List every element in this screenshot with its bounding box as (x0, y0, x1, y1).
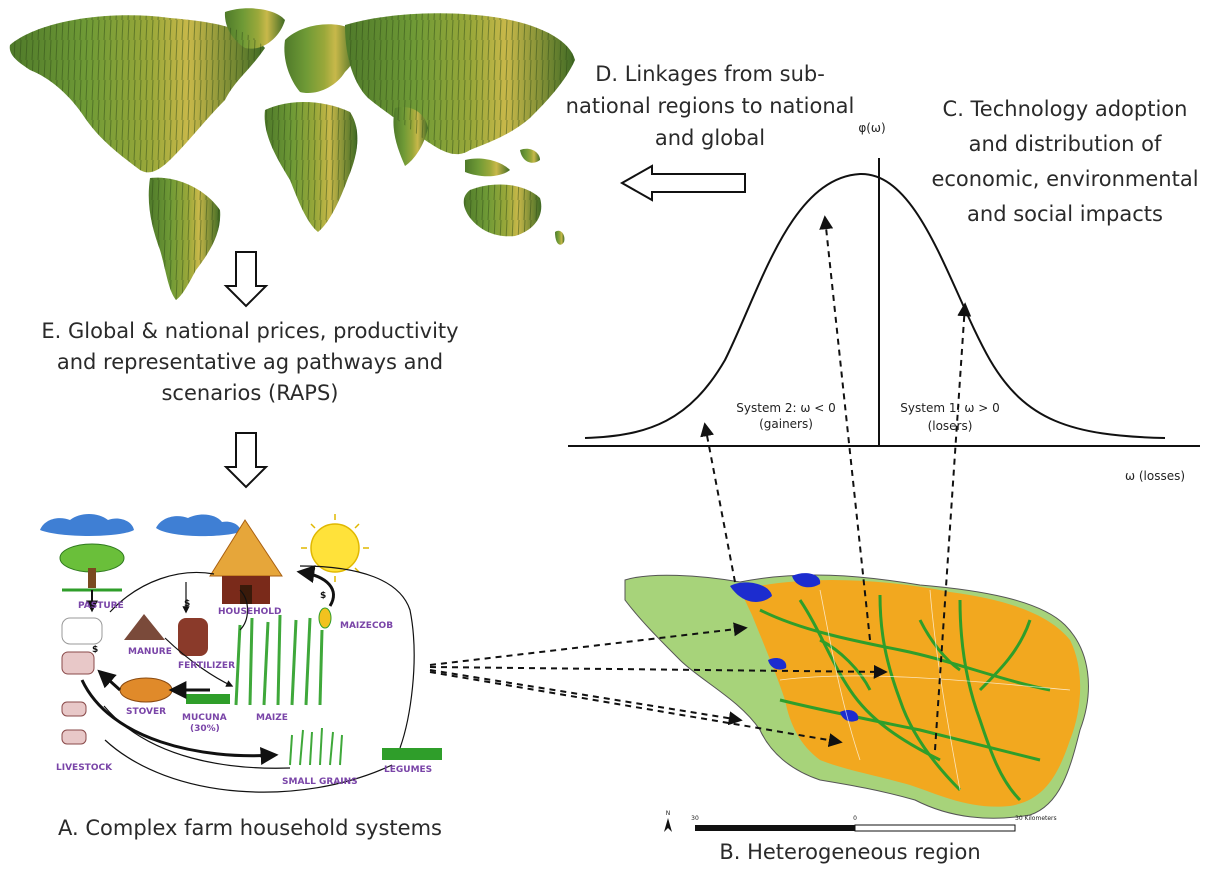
manure-icon (124, 614, 165, 640)
stover-icon (119, 677, 173, 703)
dashed-arrow-farm-to-region-2 (429, 664, 888, 679)
losers-label: (losers) (928, 419, 973, 433)
label-maize: MAIZE (256, 713, 288, 723)
maize-icon (234, 614, 324, 706)
livestock-icon (61, 701, 87, 717)
water-bodies (730, 573, 859, 722)
label-mucuna-share: (30%) (190, 724, 220, 734)
label-heterogeneous-region: B. Heterogeneous region (719, 840, 981, 864)
dashed-arrow-region-to-system1 (934, 302, 972, 751)
label-livestock: LIVESTOCK (56, 763, 113, 773)
livestock-icon (61, 651, 95, 675)
farm-system: PASTURE HOUSEHOLD MAIZECOB MANURE FERTIL… (40, 514, 442, 793)
svg-text:30: 30 (691, 815, 699, 822)
dollar-sign: $ (184, 599, 190, 609)
system2-label: System 2: ω < 0 (736, 401, 835, 415)
cattle-icon (61, 617, 103, 645)
arrow-to-global (619, 164, 746, 202)
gainers-label: (gainers) (759, 417, 813, 431)
dashed-arrow-region-to-system2 (700, 422, 736, 583)
label-small-grains: SMALL GRAINS (282, 777, 358, 787)
tree-icon (59, 543, 125, 592)
x-axis-label: ω (losses) (1125, 469, 1185, 483)
label-maizecob: MAIZECOB (340, 621, 393, 631)
label-household: HOUSEHOLD (218, 607, 282, 617)
livestock-icon (61, 729, 87, 745)
cloud-icon (40, 514, 134, 536)
farm-flows (80, 565, 415, 793)
dashed-links (429, 215, 972, 751)
small-grains-icon (289, 727, 343, 766)
district-borders (779, 589, 1071, 791)
label-stover: STOVER (126, 707, 166, 717)
label-fertilizer: FERTILIZER (178, 661, 235, 671)
density-curve (584, 172, 1166, 439)
cloud-icon (156, 514, 241, 537)
label-mucuna: MUCUNA (182, 713, 227, 723)
sun-icon (301, 514, 369, 582)
label-manure: MANURE (128, 647, 172, 657)
label-linkages: D. Linkages from sub-national regions to… (565, 62, 855, 150)
gold-zone (740, 580, 1081, 807)
dashed-arrow-region-to-peak (819, 215, 871, 641)
dashed-arrow-farm-to-region-4 (429, 671, 843, 748)
region-map: 30 0 30 Kilometers N (624, 573, 1089, 832)
river-network (759, 594, 1051, 802)
label-global-prices: E. Global & national prices, productivit… (41, 319, 459, 405)
svg-text:0: 0 (853, 815, 857, 822)
dashed-arrow-farm-to-region-1 (429, 622, 748, 666)
legumes-icon (382, 748, 442, 760)
north-arrow-icon: N (664, 810, 672, 832)
svg-text:30 Kilometers: 30 Kilometers (1015, 815, 1057, 822)
label-farm-systems: A. Complex farm household systems (58, 816, 442, 840)
dashed-arrow-farm-to-region-3 (429, 669, 743, 726)
label-legumes: LEGUMES (384, 765, 432, 775)
distribution-plot: φ(ω) ω (losses) System 2: ω < 0 (gainers… (568, 121, 1200, 483)
label-technology-adoption: C. Technology adoption and distribution … (931, 97, 1199, 226)
maizecob-icon (318, 607, 332, 629)
system1-label: System 1: ω > 0 (900, 401, 999, 415)
label-pasture: PASTURE (78, 601, 124, 611)
arrow-down-to-prices (223, 251, 269, 308)
y-axis-label: φ(ω) (858, 121, 885, 135)
dollar-sign: $ (92, 645, 98, 655)
svg-text:N: N (666, 810, 671, 817)
fertilizer-icon (178, 618, 208, 656)
arrow-down-to-farm (223, 432, 269, 489)
dollar-sign: $ (320, 591, 326, 601)
world-map (9, 8, 575, 300)
scale-bar: 30 0 30 Kilometers (691, 815, 1057, 832)
mucuna-icon (186, 694, 230, 704)
